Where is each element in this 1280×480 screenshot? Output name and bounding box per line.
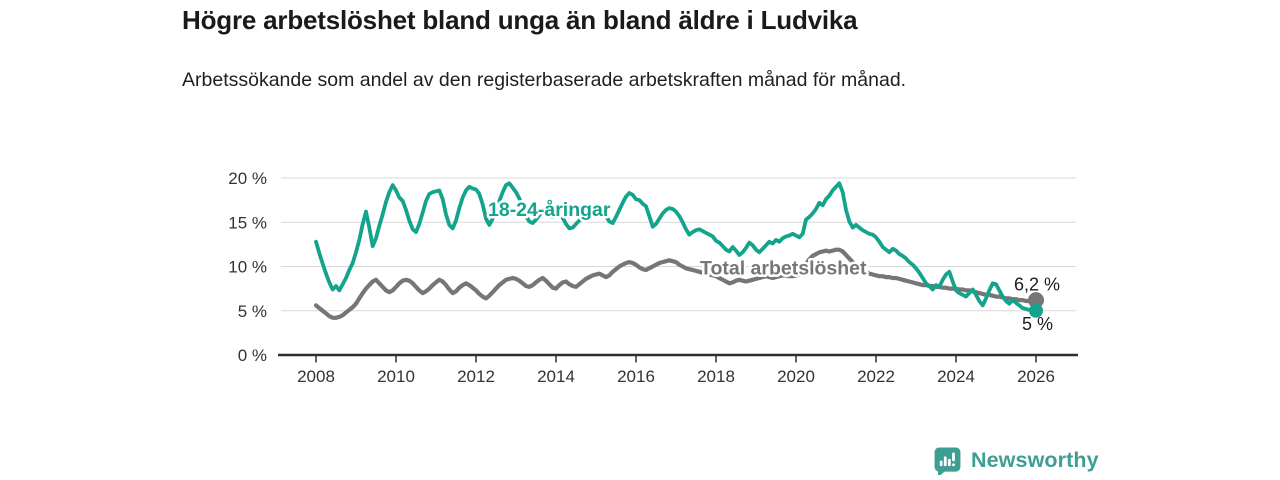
- brand-footer: Newsworthy: [933, 445, 1099, 475]
- x-axis-tick-label: 2024: [937, 367, 975, 386]
- chart-title: Högre arbetslöshet bland unga än bland ä…: [182, 5, 858, 35]
- x-axis-tick-label: 2010: [377, 367, 415, 386]
- x-axis-tick-label: 2026: [1017, 367, 1055, 386]
- x-axis-tick-label: 2008: [297, 367, 335, 386]
- series-line-total: [313, 247, 1039, 320]
- y-axis-tick-label: 5 %: [238, 302, 267, 321]
- end-value-label: 6,2 %: [1014, 274, 1060, 294]
- series-end-dot-18-24: [1029, 303, 1043, 318]
- x-axis-tick-label: 2020: [777, 367, 815, 386]
- end-value-label: 5 %: [1022, 314, 1053, 334]
- x-axis-tick-label: 2018: [697, 367, 735, 386]
- series-label: 18-24-åringar: [488, 198, 611, 221]
- series-line-18-24: [314, 181, 1038, 314]
- series-label: Total arbetslöshet: [700, 257, 867, 279]
- y-axis-tick-label: 0 %: [238, 346, 267, 365]
- series-end-dot-total: [1028, 292, 1044, 309]
- x-axis-tick-label: 2012: [457, 367, 495, 386]
- x-axis-tick-label: 2022: [857, 367, 895, 386]
- y-axis-tick-label: 10 %: [228, 258, 267, 277]
- brand-name: Newsworthy: [971, 447, 1099, 472]
- chart-subtitle: Arbetssökande som andel av den registerb…: [182, 69, 907, 91]
- x-axis-tick-label: 2016: [617, 367, 655, 386]
- y-axis-tick-label: 20 %: [228, 169, 267, 188]
- newsworthy-logo-icon: [933, 446, 962, 475]
- y-axis-tick-label: 15 %: [228, 213, 267, 232]
- x-axis-tick-label: 2014: [537, 367, 575, 386]
